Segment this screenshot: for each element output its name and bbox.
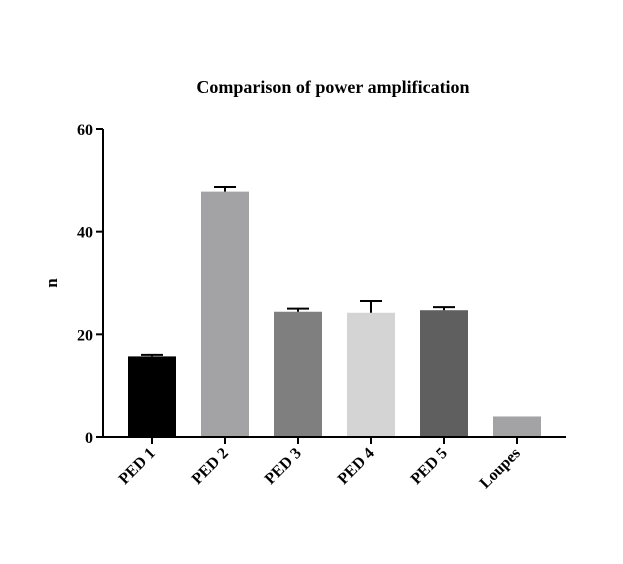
- y-axis-label: n: [42, 278, 61, 288]
- error-bar-ped-4: [360, 299, 382, 313]
- x-tick-label-ped-4: PED 4: [335, 445, 378, 488]
- error-bars-group: [141, 186, 455, 357]
- bar-loupes: [493, 416, 541, 437]
- y-tick-label-0: 0: [85, 430, 93, 447]
- x-tick-label-ped-5: PED 5: [408, 445, 451, 488]
- bar-ped-4: [347, 312, 395, 437]
- error-bar-ped-5: [433, 306, 455, 311]
- x-tick-label-ped-2: PED 2: [189, 445, 232, 488]
- bar-ped-2: [201, 191, 249, 437]
- x-ticks-group: PED 1 PED 2 PED 3 PED 4 PED 5 Loupes: [116, 437, 524, 492]
- y-tick-label-60: 60: [77, 122, 93, 139]
- x-tick-label-ped-3: PED 3: [262, 445, 305, 488]
- chart-title: Comparison of power amplification: [196, 77, 469, 97]
- x-tick-label-loupes: Loupes: [477, 445, 524, 492]
- y-ticks-group: 0 20 40 60: [77, 122, 103, 447]
- bar-ped-3: [274, 311, 322, 437]
- error-bar-ped-3: [287, 307, 309, 312]
- bar-ped-1: [128, 356, 176, 437]
- error-bar-ped-2: [214, 186, 236, 192]
- y-tick-label-20: 20: [77, 327, 93, 344]
- bar-ped-5: [420, 310, 468, 437]
- x-tick-label-ped-1: PED 1: [116, 445, 159, 488]
- bars-group: [128, 191, 541, 437]
- y-tick-label-40: 40: [77, 225, 93, 242]
- error-bar-ped-1: [141, 353, 163, 357]
